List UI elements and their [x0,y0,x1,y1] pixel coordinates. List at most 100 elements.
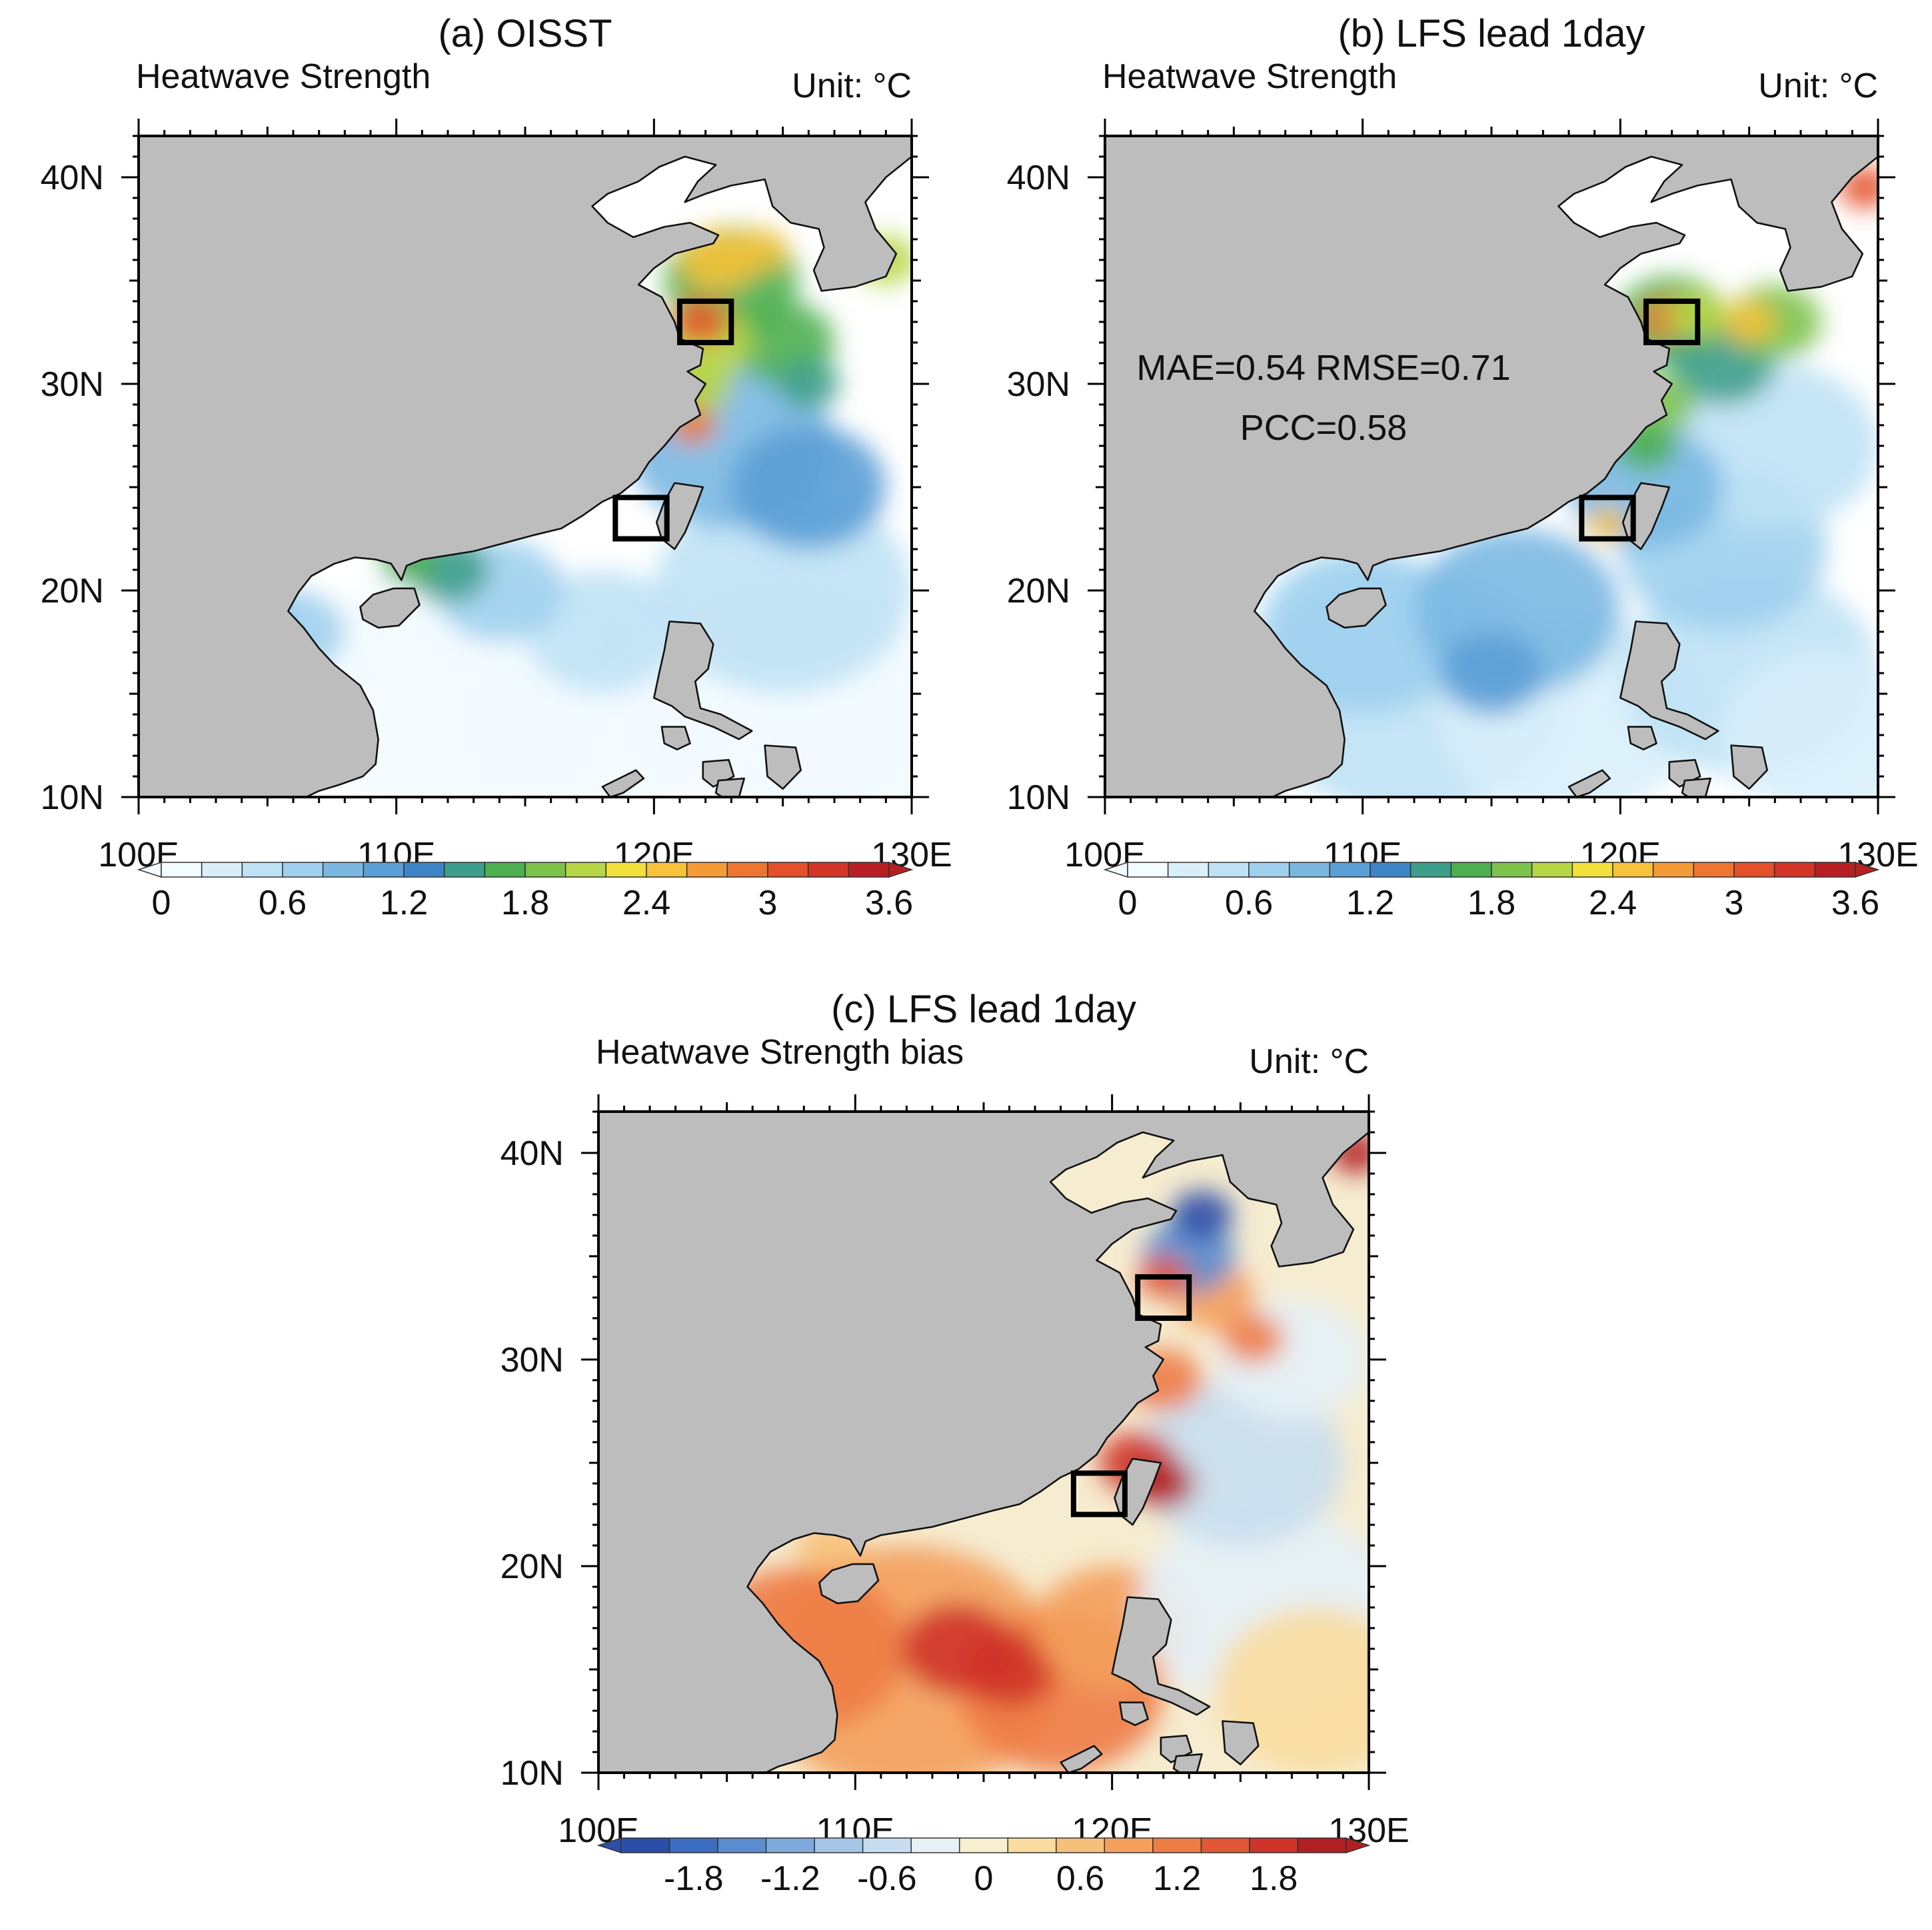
colorbar-cell [814,1837,864,1853]
colorbar-label: 0.6 [1056,1859,1104,1898]
field-blob [1440,632,1543,714]
colorbar-cell [717,1837,767,1853]
colorbar-label: 3.6 [1831,884,1879,922]
colorbar-cell [1288,862,1331,878]
colorbar-cell [1410,862,1452,878]
colorbar-label: 1.8 [1250,1859,1298,1898]
region-box-2 [612,494,670,542]
panel-subtitle: Heatwave Strength bias [596,1033,964,1072]
colorbar-cell [958,1837,1009,1853]
colorbar-cell [1200,1837,1250,1853]
colorbar-label: -1.8 [664,1859,724,1898]
colorbar-label: 0.6 [259,884,307,922]
colorbar-cell [1297,1837,1347,1853]
colorbar-label: 2.4 [622,884,670,922]
colorbar-cell [862,1837,912,1853]
colorbar-a: 0 0.6 1.2 1.8 2.4 3 3.6 [137,861,914,922]
colorbar-cell [1652,862,1695,878]
colorbar-cell [322,862,365,878]
colorbar-cell [668,1837,718,1853]
colorbar-cell [1104,1837,1154,1853]
colorbar-label: -0.6 [857,1859,917,1898]
colorbar-label: 1.2 [1346,884,1394,922]
lat-tick-label: 20N [500,1547,564,1586]
panel-title: (a) OISST [438,12,612,55]
colorbar-cell [605,862,647,878]
colorbar-cell [1491,862,1533,878]
field-blob [1138,1380,1344,1545]
field-blob [672,299,729,345]
colorbar-cell [1127,862,1169,878]
field-blob [1222,1314,1284,1364]
lat-tick-label: 20N [1007,572,1070,610]
unit-label: Unit: °C [1758,67,1878,105]
colorbar-cell [767,862,809,878]
colorbar-cell [1056,1837,1106,1853]
lat-tick-label: 40N [41,159,104,197]
colorbar-cell [1152,1837,1202,1853]
colorbar-cell [1693,862,1735,878]
region-box-1 [1643,299,1701,345]
stats-line-1: MAE=0.54 RMSE=0.71 [1136,348,1510,388]
colorbar-cell [484,862,526,878]
lat-tick-label: 20N [41,572,104,610]
lat-tick-label: 10N [41,778,104,817]
region-box-2 [1070,1470,1128,1517]
colorbar-cell [1612,862,1654,878]
field-blob [731,425,886,549]
unit-label: Unit: °C [1249,1042,1369,1081]
colorbar-cell [726,862,768,878]
panel-subtitle: Heatwave Strength [136,57,431,96]
field-blob [1171,1190,1233,1240]
field-blob [1723,652,1878,797]
colorbar-label: 3 [758,884,778,922]
colorbar-label: 1.2 [1153,1859,1201,1898]
colorbar-cell [403,862,445,878]
colorbar-cell [363,862,405,878]
lat-tick-label: 10N [1007,778,1070,817]
colorbar-cell [201,862,243,878]
colorbar-label: 0.6 [1225,884,1273,922]
colorbar-cell [1531,862,1573,878]
colorbar-cell [686,862,728,878]
colorbar-cell [1450,862,1492,878]
region-box-1 [677,299,734,345]
colorbar-cell [1329,862,1371,878]
lat-tick-label: 30N [41,365,104,404]
field-blob [736,229,788,271]
panel-c-field [598,1112,1369,1773]
stats-line-2: PCC=0.58 [1240,408,1408,448]
panel-title: (b) LFS lead 1day [1338,12,1645,55]
colorbar-cell [1208,862,1250,878]
lat-tick-label: 40N [500,1134,564,1173]
colorbar-cell [765,1837,815,1853]
colorbar-label: 0 [152,884,171,922]
colorbar-label: 3 [1725,884,1744,922]
colorbar-label: 1.8 [501,884,549,922]
colorbar-label: 1.8 [1467,884,1515,922]
field-blob [525,570,680,694]
colorbar-cell [564,862,607,878]
region-box-2 [1579,494,1636,542]
lat-tick-label: 40N [1007,159,1070,197]
colorbar-cell [848,862,890,878]
colorbar-cell [241,862,283,878]
colorbar-max-arrow [1855,861,1880,878]
colorbar-label: 3.6 [865,884,913,922]
colorbar-max-arrow [1346,1837,1371,1854]
colorbar-cell [1007,1837,1057,1853]
panel-subtitle: Heatwave Strength [1102,57,1397,96]
colorbar-cell [620,1837,670,1853]
colorbar-cell [807,862,850,878]
colorbar-label: 0 [1118,884,1138,922]
colorbar-cell [1370,862,1412,878]
field-blob [777,359,840,409]
colorbar-c: -1.8 -1.2 -0.6 0 0.6 1.2 1.8 [596,1837,1371,1898]
colorbar-b: 0 0.6 1.2 1.8 2.4 3 3.6 [1103,861,1880,922]
colorbar-cell [161,862,203,878]
panel-title: (c) LFS lead 1day [831,988,1136,1031]
colorbar-label: 1.2 [380,884,428,922]
